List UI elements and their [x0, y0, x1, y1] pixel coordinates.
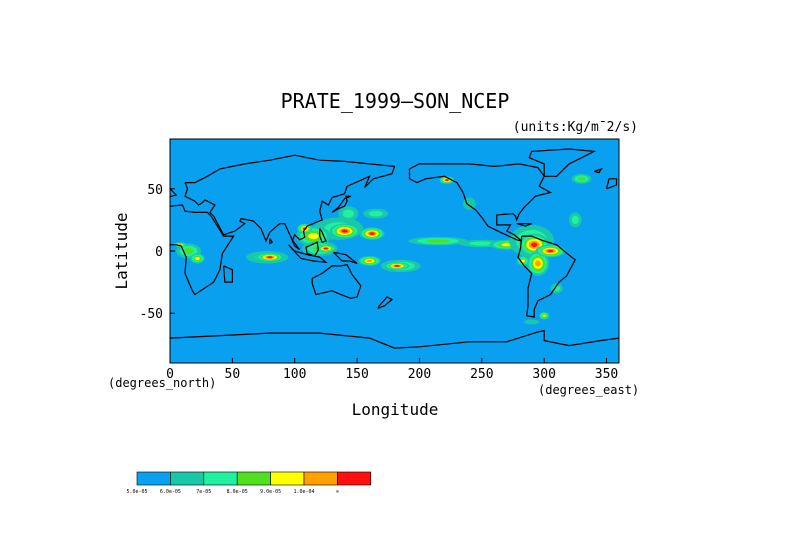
legend-label: 7e-05 [196, 489, 211, 495]
x-unit-note: (degrees_east) [538, 383, 639, 397]
y-axis: 50 0 -50 [140, 183, 175, 322]
legend-swatch [203, 471, 238, 486]
precip-blob [308, 233, 319, 240]
x-tick-label: 350 [595, 367, 618, 382]
precip-blob [577, 176, 586, 181]
coastline-segment [223, 265, 233, 283]
chart-title: PRATE_1999—SON_NCEP [281, 89, 510, 113]
y-axis-label: Latitude [112, 212, 131, 289]
coastline-segment [269, 238, 274, 245]
precip-contours [173, 173, 592, 325]
x-tick-label: 300 [532, 367, 555, 382]
precip-blob [535, 260, 541, 267]
coastline-segment [605, 178, 618, 190]
precip-blob [531, 242, 538, 248]
y-tick-label: 50 [147, 183, 163, 198]
legend-label: 8.0e-05 [227, 489, 248, 495]
coastline-segment [288, 244, 328, 263]
color-legend: 5.0e-05 6.0e-05 7e-05 8.0e-05 9.0e-05 1.0e-04… [126, 471, 372, 495]
x-tick-label: 0 [166, 367, 174, 382]
coastline-segment [593, 167, 603, 174]
precip-blob [521, 259, 525, 263]
coastline-segment [311, 264, 362, 299]
precip-blob [542, 314, 546, 317]
legend-label: 1.0e-04 [293, 489, 314, 495]
precip-blob [195, 256, 200, 260]
x-tick-label: 100 [283, 367, 306, 382]
coastline-segment [305, 241, 320, 257]
legend-label: 6.0e-05 [160, 489, 181, 495]
precip-blob [394, 264, 400, 267]
plot-area [170, 139, 619, 363]
precip-blob [342, 209, 354, 218]
coastline-segment [408, 163, 553, 242]
precip-blob [341, 229, 348, 233]
y-tick-label: -50 [140, 307, 163, 322]
coastline-segment [319, 228, 327, 244]
chart-units: (units:Kg/m¯2/s) [513, 120, 638, 135]
legend-label: 9.0e-05 [260, 489, 281, 495]
coastline-segment [170, 329, 619, 349]
x-tick-label: 50 [225, 367, 241, 382]
x-tick-label: 250 [470, 367, 493, 382]
precip-blob [547, 249, 554, 253]
precip-blob [366, 259, 373, 263]
legend-swatch [337, 471, 372, 486]
legend-swatch [236, 471, 271, 486]
coastlines [170, 148, 619, 349]
y-tick-label: 0 [155, 245, 163, 260]
precip-blob [469, 241, 495, 246]
precip-blob [426, 239, 450, 243]
precip-blob [183, 248, 194, 254]
legend-swatch [170, 471, 205, 486]
legend-swatch [303, 471, 338, 486]
coastline-segment [184, 154, 396, 251]
coastline-segment [517, 235, 577, 318]
precip-blob [369, 232, 375, 235]
legend-label: 5.0e-05 [126, 489, 147, 495]
y-unit-note: (degrees_north) [108, 376, 216, 390]
coastline-segment [528, 148, 597, 177]
precip-blob [553, 285, 561, 292]
x-tick-label: 200 [408, 367, 431, 382]
coastline-segment [332, 251, 358, 264]
precip-blob [445, 179, 449, 182]
coastline-segment [331, 195, 352, 213]
coastline-segment [516, 223, 532, 227]
precip-blob [368, 210, 383, 217]
coastline-segment [170, 188, 235, 296]
precip-blob [323, 247, 328, 250]
precip-blob [266, 256, 273, 259]
legend-swatch [136, 471, 171, 486]
x-axis-label: Longitude [352, 400, 439, 419]
precip-blob [501, 243, 513, 247]
x-tick-label: 150 [345, 367, 368, 382]
precip-blob [524, 319, 540, 325]
legend-label: ∞ [336, 489, 339, 495]
legend-swatch [270, 471, 305, 486]
x-axis: 0 50 100 150 200 250 300 350 [166, 358, 618, 382]
coastline-segment [377, 296, 394, 310]
precip-blob [571, 215, 579, 225]
